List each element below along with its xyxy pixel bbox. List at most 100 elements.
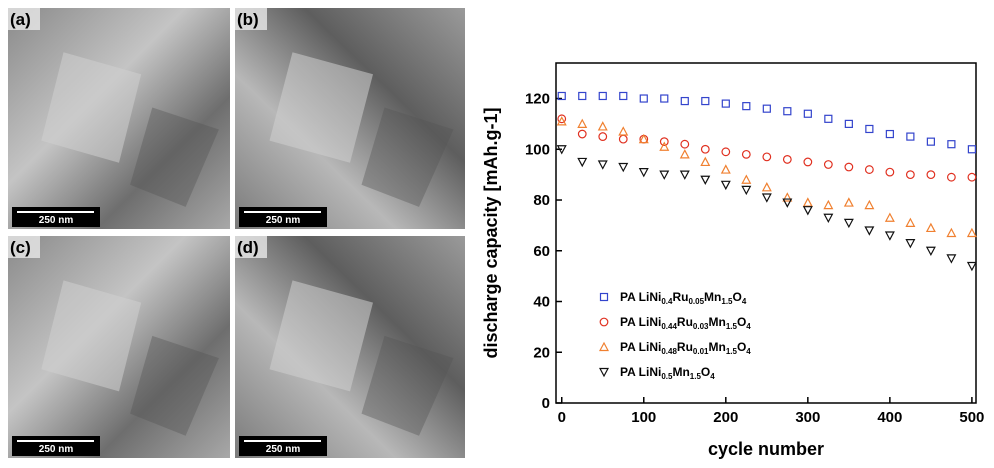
marker [946, 254, 957, 264]
marker [967, 145, 976, 154]
marker [762, 104, 771, 113]
marker [782, 155, 792, 164]
y-tick-label: 40 [533, 294, 550, 311]
marker [905, 239, 916, 249]
marker [599, 317, 609, 327]
series [557, 114, 977, 182]
marker [926, 137, 935, 146]
marker [864, 226, 875, 236]
marker [638, 168, 649, 178]
marker [597, 121, 608, 131]
marker [864, 199, 875, 210]
marker [741, 149, 751, 159]
panel-label: (b) [237, 10, 259, 29]
label-bg [235, 8, 267, 30]
marker [720, 180, 731, 191]
marker [905, 217, 916, 227]
marker [762, 152, 772, 162]
legend-text: PA LiNi0.48Ru0.01Mn1.5O4 [620, 340, 751, 356]
crystal-facet [269, 280, 373, 392]
marker [885, 167, 895, 177]
crystal-facet [41, 52, 142, 163]
marker [720, 164, 731, 174]
marker [844, 119, 853, 128]
marker [721, 147, 731, 157]
marker [782, 192, 793, 202]
marker [742, 102, 751, 111]
marker [578, 91, 587, 101]
x-tick-label: 500 [959, 409, 984, 426]
marker [884, 231, 895, 241]
marker [843, 218, 854, 229]
marker [946, 227, 957, 238]
marker [721, 99, 730, 108]
crystal-facet [269, 52, 373, 163]
legend-text: PA LiNi0.44Ru0.03Mn1.5O4 [620, 315, 751, 331]
marker [577, 129, 587, 139]
crystal-facet [361, 335, 454, 436]
marker [865, 124, 874, 134]
marker [680, 96, 689, 106]
marker [659, 141, 670, 151]
y-tick-label: 60 [533, 243, 550, 260]
marker [557, 114, 567, 124]
marker [598, 91, 607, 101]
marker [783, 107, 792, 116]
marker [700, 175, 711, 185]
marker [619, 91, 628, 101]
panel-label: (d) [237, 238, 259, 257]
marker [802, 206, 813, 216]
marker [925, 246, 936, 257]
marker [659, 170, 670, 180]
plot-frame [555, 62, 977, 404]
marker [824, 114, 833, 123]
y-tick-label: 120 [525, 91, 550, 108]
marker [823, 213, 834, 224]
marker [597, 160, 608, 170]
marker [660, 94, 669, 103]
crystal-facet [130, 107, 219, 207]
marker [926, 170, 936, 180]
scale-bar-text: 250 nm [39, 215, 74, 226]
marker [599, 292, 609, 302]
marker [577, 118, 588, 128]
marker [761, 182, 772, 192]
marker [599, 341, 609, 352]
marker [556, 116, 567, 126]
marker [966, 227, 977, 238]
marker [700, 156, 711, 167]
series [556, 145, 977, 272]
x-tick-label: 300 [795, 409, 820, 426]
marker [557, 91, 566, 101]
marker [741, 185, 752, 196]
x-tick-label: 200 [713, 409, 738, 426]
sem-images: (a) 250 nm (b) 250 nm (c) 250 nm (d) 250 nm [8, 8, 465, 458]
marker [843, 197, 854, 207]
label-bg [8, 236, 40, 258]
marker [741, 174, 752, 184]
marker [967, 172, 977, 182]
marker [577, 157, 588, 168]
marker [905, 170, 915, 180]
marker [884, 212, 895, 222]
x-tick-label: 100 [631, 409, 656, 426]
y-tick-label: 100 [525, 141, 550, 158]
marker [823, 199, 834, 210]
marker [946, 172, 956, 182]
marker [761, 193, 772, 203]
panel-label: (c) [10, 238, 31, 257]
y-tick-label: 0 [542, 395, 550, 412]
marker [679, 149, 690, 159]
crystal-facet [361, 107, 454, 207]
x-tick-label: 400 [877, 409, 902, 426]
y-axis-title: discharge capacity [mAh.g-1] [481, 107, 501, 358]
label-bg [8, 8, 40, 30]
label-bg [235, 236, 267, 258]
marker [885, 129, 894, 139]
marker [639, 94, 648, 103]
x-tick-label: 0 [558, 409, 566, 426]
scale-bar-text: 250 nm [266, 215, 301, 226]
marker [782, 198, 793, 208]
marker [700, 144, 710, 154]
